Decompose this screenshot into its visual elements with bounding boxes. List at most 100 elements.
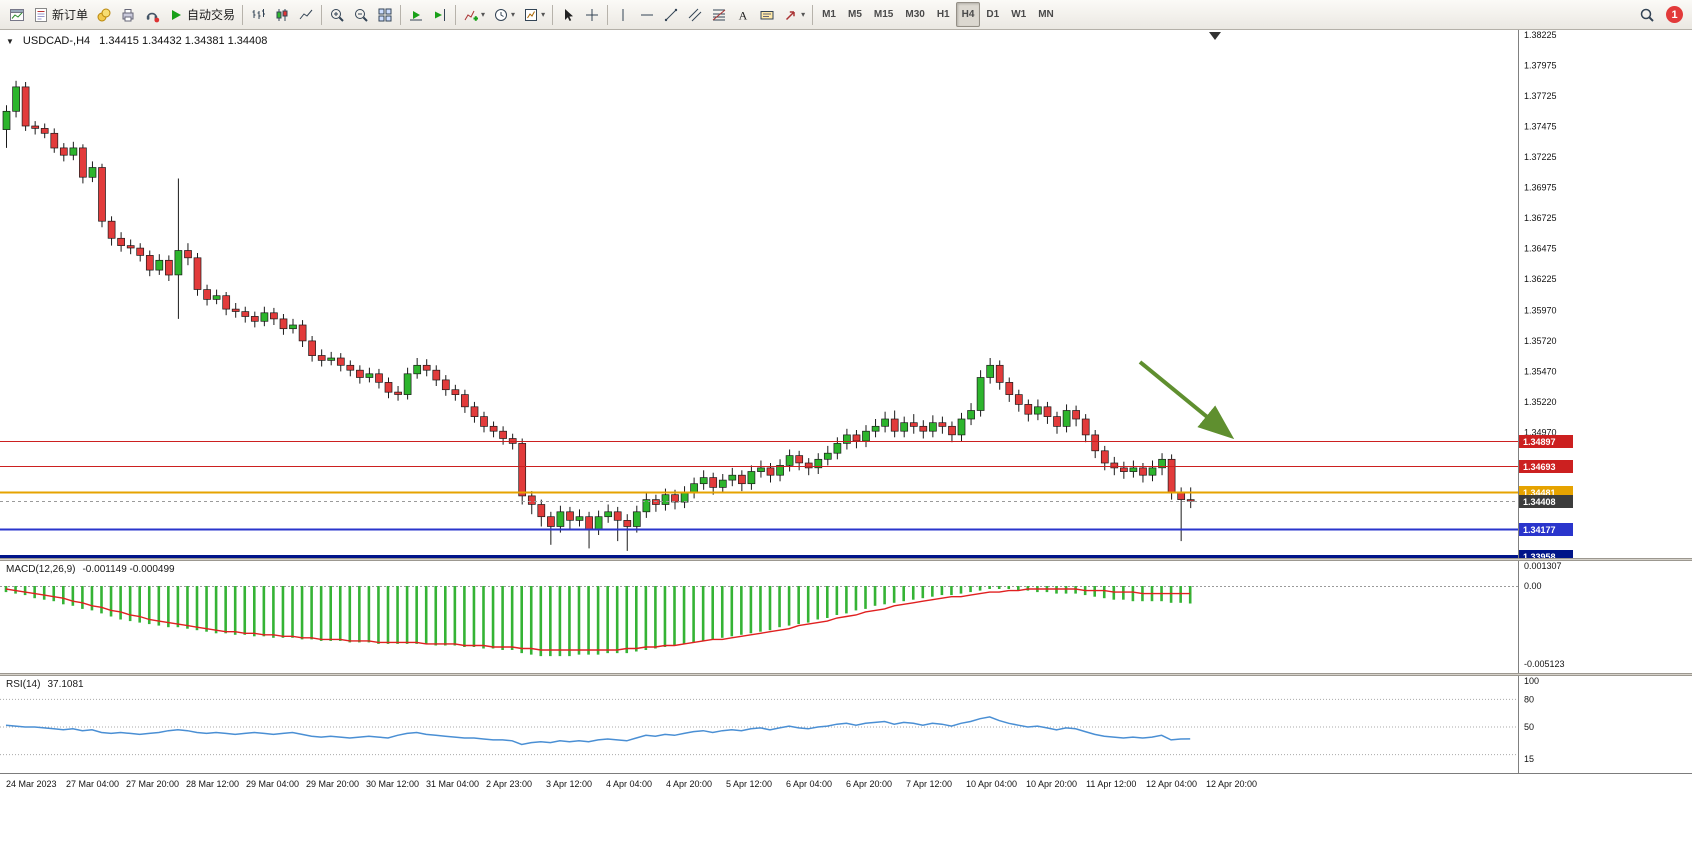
- price-marker-label: 1.34693: [1523, 462, 1556, 472]
- crosshair-icon: [586, 8, 599, 21]
- play-icon: [172, 9, 182, 20]
- ohlc-values-label: 1.34415 1.34432 1.34381 1.34408: [99, 35, 268, 47]
- time-axis-label: 12 Apr 20:00: [1206, 779, 1258, 789]
- macd-canvas[interactable]: 0.001307 0.00 -0.005123: [0, 561, 1692, 673]
- search-button[interactable]: [1635, 2, 1659, 27]
- time-axis-label: 24 Mar 2023: [6, 779, 57, 789]
- autotrading-button[interactable]: 自动交易: [164, 2, 239, 27]
- quotes-coins-button[interactable]: [92, 2, 116, 27]
- crosshair-button[interactable]: [580, 2, 604, 27]
- candlestick-chart-button[interactable]: [270, 2, 294, 27]
- rsi-indicator-pane[interactable]: 100 80 50 15 RSI(14) 37.1081: [0, 676, 1692, 773]
- bars-icon: [252, 8, 266, 19]
- chart-window: 1.38225 1.37975 1.37725 1.37475 1.37225 1.369…: [0, 30, 1692, 856]
- tf-mn-button[interactable]: MN: [1032, 2, 1060, 27]
- zoom-out-icon: [355, 8, 368, 22]
- macd-name-label: MACD(12,26,9): [6, 564, 76, 575]
- rsi-canvas[interactable]: 100 80 50 15: [0, 676, 1692, 773]
- macd-axis-label: 0.00: [1524, 581, 1542, 591]
- channel-icon: [688, 8, 702, 21]
- macd-values-label: -0.001149 -0.000499: [82, 564, 175, 575]
- macd-indicator-pane[interactable]: 0.001307 0.00 -0.005123 MACD(12,26,9) -0.0…: [0, 561, 1692, 673]
- main-toolbar: 新订单 自动交易 ▾ ▾ ▾ A ▾ M1 M5 M15 M30 H1 H4 D1 W1 MN 1: [0, 0, 1692, 30]
- fibo-icon: [712, 9, 726, 20]
- dropdown-arrow-icon: ▾: [801, 10, 806, 19]
- symbol-dropdown-icon[interactable]: ▼: [6, 36, 14, 46]
- cursor-icon: [565, 8, 574, 21]
- tf-m5-button-label: M5: [848, 9, 862, 20]
- pane-separator[interactable]: [0, 673, 1692, 676]
- equidistant-channel-button[interactable]: [683, 2, 707, 27]
- price-marker: [1519, 550, 1573, 558]
- tf-m1-button-label: M1: [822, 9, 836, 20]
- cursor-button[interactable]: [556, 2, 580, 27]
- new-order-button[interactable]: 新订单: [29, 2, 92, 27]
- print-button[interactable]: [116, 2, 140, 27]
- tf-d1-button-label: D1: [986, 9, 1000, 20]
- autotrading-button-label: 自动交易: [187, 8, 236, 22]
- magnifier-icon: [1640, 8, 1654, 22]
- tf-w1-button-label: W1: [1011, 9, 1027, 20]
- macd-label: MACD(12,26,9) -0.001149 -0.000499: [6, 564, 175, 575]
- time-axis-label: 31 Mar 04:00: [426, 779, 480, 789]
- chart-shift-marker-icon[interactable]: [1209, 32, 1221, 40]
- printer-icon: [122, 8, 134, 21]
- toolbar-separator: [552, 4, 554, 25]
- tile-windows-button[interactable]: [373, 2, 397, 27]
- time-axis[interactable]: 24 Mar 2023 27 Mar 04:00 27 Mar 20:00 28 Ma…: [0, 773, 1692, 795]
- line-chart-button[interactable]: [294, 2, 318, 27]
- chart-title: ▼ USDCAD-,H4 1.34415 1.34432 1.34381 1.3…: [6, 35, 267, 47]
- tf-m15-button[interactable]: M15: [868, 2, 899, 27]
- headset-icon: [146, 12, 160, 22]
- bar-chart-button[interactable]: [246, 2, 270, 27]
- rsi-value-label: 37.1081: [47, 679, 84, 690]
- trend-arrow-annotation[interactable]: [1138, 360, 1235, 440]
- tf-m30-button[interactable]: M30: [899, 2, 930, 27]
- arrows-tool-button[interactable]: ▾: [779, 2, 809, 27]
- time-axis-label: 6 Apr 20:00: [846, 779, 893, 789]
- pane-separator[interactable]: [0, 558, 1692, 561]
- text-button[interactable]: A: [731, 2, 755, 27]
- chart-window-icon: [10, 8, 24, 21]
- auto-scroll-button[interactable]: [404, 2, 428, 27]
- dropdown-arrow-icon: ▾: [541, 10, 546, 19]
- new-chart-button[interactable]: [5, 2, 29, 27]
- horizontal-line-button[interactable]: [635, 2, 659, 27]
- toolbar-separator: [242, 4, 244, 25]
- rsi-name-label: RSI(14): [6, 679, 41, 690]
- trendline-button[interactable]: [659, 2, 683, 27]
- templates-button[interactable]: ▾: [519, 2, 549, 27]
- time-axis-label: 29 Mar 04:00: [246, 779, 300, 789]
- time-axis-label: 7 Apr 12:00: [906, 779, 953, 789]
- toolbar-separator: [400, 4, 402, 25]
- tf-w1-button[interactable]: W1: [1005, 2, 1032, 27]
- rsi-label: RSI(14) 37.1081: [6, 679, 84, 690]
- toolbar-separator: [607, 4, 609, 25]
- main-chart-pane[interactable]: 1.38225 1.37975 1.37725 1.37475 1.37225 1.369…: [0, 30, 1692, 558]
- tf-h1-button[interactable]: H1: [931, 2, 956, 27]
- price-marker: [1519, 523, 1573, 536]
- zoom-out-button[interactable]: [349, 2, 373, 27]
- price-chart-canvas[interactable]: 1.38225 1.37975 1.37725 1.37475 1.37225 1.369…: [0, 30, 1692, 558]
- tf-m1-button[interactable]: M1: [816, 2, 842, 27]
- notifications-badge[interactable]: 1: [1666, 6, 1683, 23]
- dropdown-arrow-icon: ▾: [481, 10, 486, 19]
- coins-icon: [97, 8, 111, 21]
- bid-price-label: 1.34408: [1523, 497, 1556, 507]
- text-label-button[interactable]: [755, 2, 779, 27]
- zoom-in-button[interactable]: [325, 2, 349, 27]
- linechart-icon: [299, 9, 313, 19]
- price-axis-tick: 1.37975: [1524, 61, 1557, 71]
- vertical-line-button[interactable]: [611, 2, 635, 27]
- time-axis-label: 10 Apr 04:00: [966, 779, 1018, 789]
- chart-shift-icon: [435, 8, 446, 21]
- chart-shift-button[interactable]: [428, 2, 452, 27]
- periods-button[interactable]: ▾: [489, 2, 519, 27]
- tf-m5-button[interactable]: M5: [842, 2, 868, 27]
- fibonacci-button[interactable]: [707, 2, 731, 27]
- support-headset-button[interactable]: [140, 2, 164, 27]
- tf-d1-button[interactable]: D1: [980, 2, 1005, 27]
- indicators-button[interactable]: ▾: [459, 2, 489, 27]
- tf-h4-button[interactable]: H4: [955, 2, 981, 27]
